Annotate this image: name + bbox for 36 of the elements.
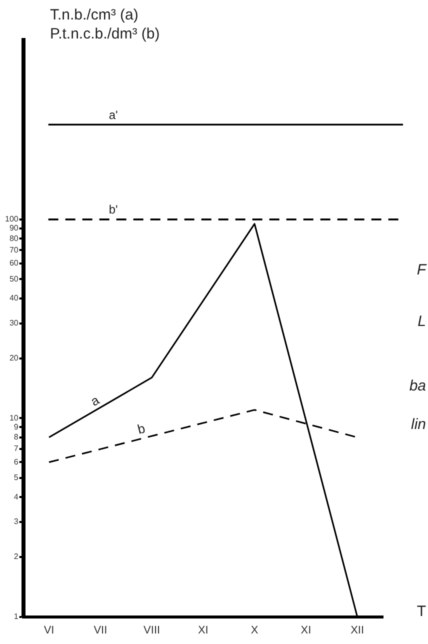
x-tick-label: X	[250, 624, 259, 636]
y-tick-label: 80	[9, 234, 19, 243]
y-tick-label: 30	[9, 318, 19, 328]
y-tick-label: 7	[14, 444, 19, 454]
y-tick-label: 9	[14, 422, 19, 432]
y-tick-label: 6	[14, 457, 19, 466]
ref-line-label: b'	[108, 202, 118, 217]
text: b	[136, 420, 147, 437]
text: L	[418, 313, 426, 330]
y-tick-label: 8	[14, 432, 19, 442]
x-tick-label: VIII	[144, 624, 160, 636]
y-tick-label: 4	[14, 492, 19, 502]
y-tick-label: 3	[14, 517, 19, 526]
text: ba	[409, 378, 426, 395]
y-tick-label: 20	[9, 354, 19, 363]
y-tick-label: 10	[9, 413, 19, 422]
y-tick-label: 1	[14, 612, 19, 622]
y-axis-title: T.n.b./cm³ (a) P.t.n.c.b./dm³ (b)	[50, 6, 160, 43]
x-tick-label: VII	[94, 624, 108, 636]
y-tick-label: 60	[9, 258, 19, 268]
x-tick-label: XII	[350, 624, 364, 636]
y-tick-label: 70	[9, 245, 19, 254]
y-tick-label: 90	[9, 224, 19, 233]
text: lin	[410, 416, 426, 434]
y-tick-label: 5	[14, 473, 19, 482]
y-tick-label: 40	[9, 294, 19, 303]
text: a	[88, 392, 102, 409]
ref-line-label: a'	[108, 108, 118, 122]
y-tick-label: 100	[4, 214, 19, 224]
text: T	[416, 602, 426, 620]
y-tick-label: 2	[14, 552, 19, 562]
y-tick-label: 50	[9, 274, 19, 284]
x-tick-label: XI	[300, 624, 312, 636]
x-tick-label: VI	[44, 624, 54, 636]
x-tick-label: XI	[198, 624, 208, 636]
text: F	[416, 262, 427, 279]
